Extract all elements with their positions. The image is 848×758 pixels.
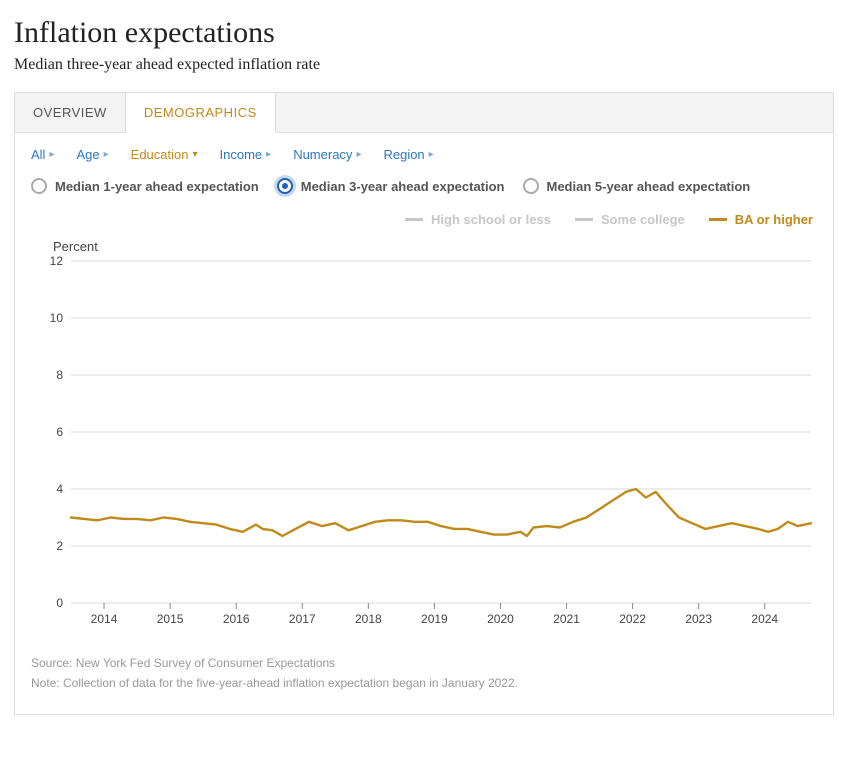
legend-item-hs[interactable]: High school or less: [405, 212, 551, 227]
filter-row: All▸ Age▸ Education▾ Income▸ Numeracy▸ R…: [31, 147, 817, 162]
radio-1yr[interactable]: Median 1-year ahead expectation: [31, 178, 259, 194]
tabs-bar: OVERVIEW DEMOGRAPHICS: [14, 92, 834, 133]
radio-icon: [31, 178, 47, 194]
svg-text:2022: 2022: [619, 612, 646, 626]
tab-demographics[interactable]: DEMOGRAPHICS: [126, 93, 276, 133]
filter-region[interactable]: Region▸: [383, 147, 433, 162]
chevron-right-icon: ▸: [104, 149, 109, 160]
svg-text:2016: 2016: [223, 612, 250, 626]
svg-text:4: 4: [56, 482, 63, 496]
filter-numeracy[interactable]: Numeracy▸: [293, 147, 361, 162]
filter-education[interactable]: Education▾: [131, 147, 198, 162]
svg-text:2020: 2020: [487, 612, 514, 626]
svg-text:2017: 2017: [289, 612, 316, 626]
source-text: Source: New York Fed Survey of Consumer …: [31, 656, 817, 670]
panel: All▸ Age▸ Education▾ Income▸ Numeracy▸ R…: [14, 133, 834, 715]
footnotes: Source: New York Fed Survey of Consumer …: [31, 656, 817, 690]
note-text: Note: Collection of data for the five-ye…: [31, 676, 817, 690]
chevron-right-icon: ▸: [429, 149, 434, 160]
radio-3yr[interactable]: Median 3-year ahead expectation: [277, 178, 505, 194]
legend-swatch: [709, 218, 727, 221]
svg-text:2024: 2024: [751, 612, 778, 626]
page-title: Inflation expectations: [14, 16, 834, 50]
radio-group: Median 1-year ahead expectation Median 3…: [31, 178, 817, 194]
radio-icon: [277, 178, 293, 194]
chevron-down-icon: ▾: [192, 149, 197, 160]
filter-income[interactable]: Income▸: [220, 147, 272, 162]
svg-text:2019: 2019: [421, 612, 448, 626]
svg-text:12: 12: [50, 254, 64, 268]
svg-text:2023: 2023: [685, 612, 712, 626]
chart: Percent 0 2 4 6 8 10 12 2014 2015 2016 2017 2018 2019…: [31, 233, 817, 638]
page-subtitle: Median three-year ahead expected inflati…: [14, 56, 834, 74]
svg-text:2015: 2015: [157, 612, 184, 626]
filter-all[interactable]: All▸: [31, 147, 54, 162]
tab-overview[interactable]: OVERVIEW: [15, 93, 126, 132]
legend-swatch: [575, 218, 593, 221]
chart-svg: Percent 0 2 4 6 8 10 12 2014 2015 2016 2017 2018 2019…: [31, 233, 821, 633]
legend-item-somecollege[interactable]: Some college: [575, 212, 685, 227]
svg-text:6: 6: [56, 425, 63, 439]
legend-swatch: [405, 218, 423, 221]
legend: High school or less Some college BA or h…: [35, 212, 813, 227]
chevron-right-icon: ▸: [356, 149, 361, 160]
radio-icon: [523, 178, 539, 194]
svg-text:2021: 2021: [553, 612, 580, 626]
svg-text:0: 0: [56, 596, 63, 610]
svg-text:2: 2: [56, 539, 63, 553]
radio-5yr[interactable]: Median 5-year ahead expectation: [523, 178, 751, 194]
svg-text:2018: 2018: [355, 612, 382, 626]
svg-text:8: 8: [56, 368, 63, 382]
chevron-right-icon: ▸: [266, 149, 271, 160]
chevron-right-icon: ▸: [49, 149, 54, 160]
svg-text:2014: 2014: [91, 612, 118, 626]
filter-age[interactable]: Age▸: [76, 147, 108, 162]
svg-text:Percent: Percent: [53, 239, 98, 254]
svg-text:10: 10: [50, 311, 64, 325]
legend-item-ba[interactable]: BA or higher: [709, 212, 813, 227]
